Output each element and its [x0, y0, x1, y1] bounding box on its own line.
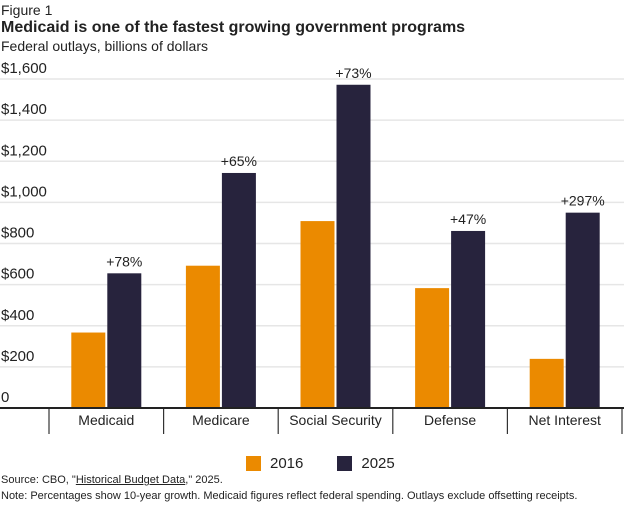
footnote: Note: Percentages show 10-year growth. M…: [1, 490, 578, 502]
x-tick-label: Medicare: [192, 412, 250, 428]
growth-label: +73%: [335, 65, 371, 81]
bar-2025-3: [451, 230, 486, 408]
y-tick-label: $800: [1, 225, 34, 242]
chart-subtitle: Federal outlays, billions of dollars: [1, 38, 208, 54]
x-tick-label: Defense: [424, 412, 476, 428]
bar-2025-4: [565, 212, 600, 408]
y-tick-label: $1,400: [1, 101, 47, 118]
bar-2025-0: [107, 273, 142, 408]
bar-2016-3: [415, 288, 450, 408]
bar-2016-4: [529, 358, 564, 408]
legend-label-2016: 2016: [270, 455, 304, 472]
legend-label-2025: 2025: [361, 455, 395, 472]
source-link[interactable]: Historical Budget Data: [75, 474, 186, 486]
y-tick-label: $600: [1, 266, 34, 283]
chart-title: Medicaid is one of the fastest growing g…: [1, 19, 466, 36]
y-tick-label: 0: [1, 389, 9, 406]
bar-2025-2: [336, 84, 371, 408]
y-tick-label: $1,200: [1, 142, 47, 159]
growth-label: +78%: [106, 253, 142, 269]
source-note: Source: CBO, "Historical Budget Data," 2…: [1, 474, 223, 486]
bar-2016-2: [300, 221, 335, 408]
y-tick-label: $1,600: [1, 60, 47, 77]
bar-2025-1: [221, 172, 256, 408]
y-tick-label: $200: [1, 348, 34, 365]
source-prefix: Source: CBO, ": [1, 474, 76, 486]
source-suffix: ," 2025.: [185, 474, 223, 486]
bar-2016-1: [185, 265, 220, 408]
growth-label: +65%: [221, 153, 257, 169]
x-tick-label: Medicaid: [78, 412, 134, 428]
y-tick-label: $1,000: [1, 183, 47, 200]
legend-swatch-2016: [246, 456, 261, 471]
x-tick-label: Net Interest: [529, 412, 601, 428]
x-tick-label: Social Security: [289, 412, 382, 428]
figure-label: Figure 1: [1, 2, 53, 18]
legend: 2016 2025: [246, 455, 395, 472]
legend-swatch-2025: [337, 456, 353, 471]
growth-label: +47%: [450, 211, 486, 227]
growth-label: +297%: [561, 193, 605, 209]
bar-2016-0: [71, 332, 106, 408]
y-tick-label: $400: [1, 307, 34, 324]
